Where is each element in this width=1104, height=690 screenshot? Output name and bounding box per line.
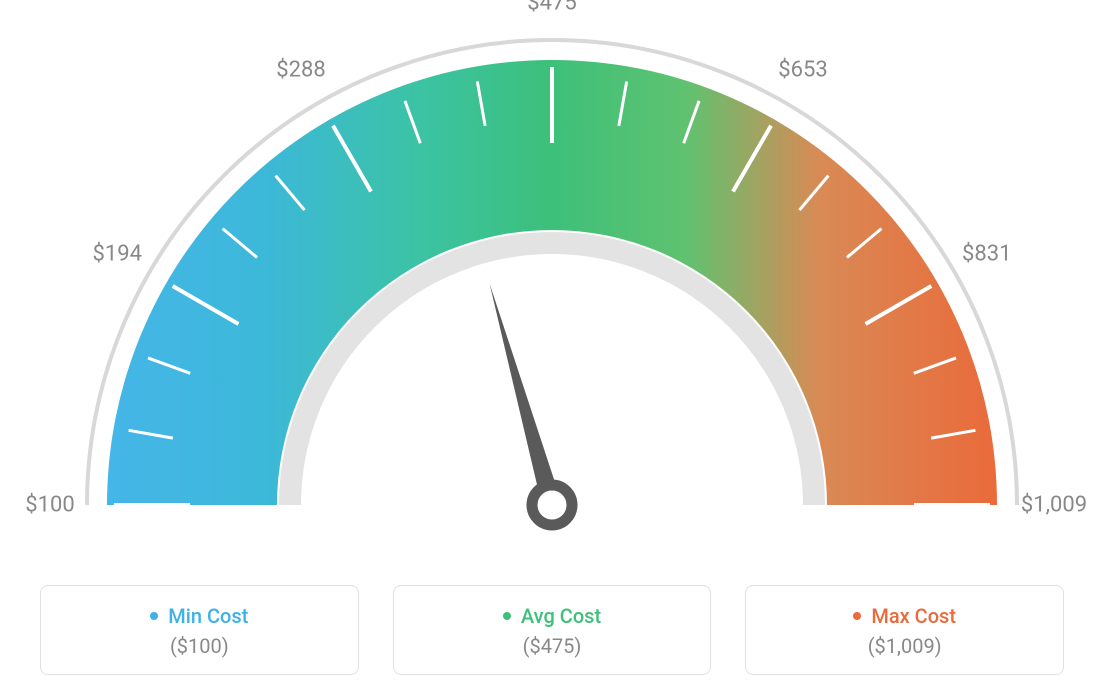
legend-min-label: Min Cost [51, 604, 348, 628]
gauge-svg [0, 0, 1104, 575]
legend-max-label: Max Cost [756, 604, 1053, 628]
gauge-area: $100$194$288$475$653$831$1,009 [0, 0, 1104, 575]
legend-item-max: Max Cost ($1,009) [745, 585, 1064, 675]
legend-item-min: Min Cost ($100) [40, 585, 359, 675]
gauge-needle [490, 284, 562, 509]
legend-avg-value: ($475) [404, 634, 701, 658]
gauge-needle-hub [532, 485, 572, 525]
legend-max-value: ($1,009) [756, 634, 1053, 658]
legend-avg-label: Avg Cost [404, 604, 701, 628]
gauge-chart-container: $100$194$288$475$653$831$1,009 Min Cost … [0, 0, 1104, 690]
legend: Min Cost ($100) Avg Cost ($475) Max Cost… [0, 585, 1104, 675]
legend-min-value: ($100) [51, 634, 348, 658]
legend-item-avg: Avg Cost ($475) [393, 585, 712, 675]
